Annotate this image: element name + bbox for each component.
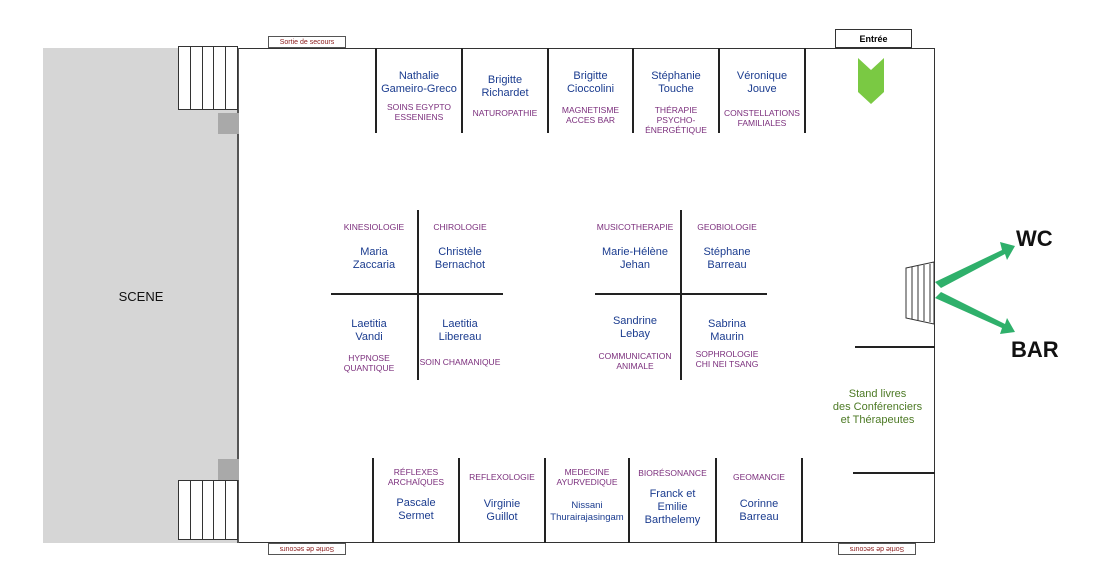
booth-divider: [375, 48, 377, 133]
stage: [43, 48, 239, 543]
therapy-label: NATUROPATHIE: [472, 108, 538, 118]
therapy-label: HYPNOSE QUANTIQUE: [343, 353, 395, 373]
emergency-exit-bottom-left: Sortie de secours: [268, 543, 346, 555]
wc-arrow-icon: [935, 242, 1015, 288]
booth-divider: [458, 458, 460, 543]
entry-label: Entrée: [835, 29, 912, 48]
booth-bottom-5: GEOMANCIE Corinne Barreau: [717, 472, 801, 524]
emergency-exit-bottom-right: Sortie de secours: [838, 543, 916, 555]
stage-label: SCENE: [118, 289, 164, 304]
therapy-label: BIORÉSONANCE: [638, 468, 707, 478]
therapy-label: SOPHROLOGIE CHI NEI TSANG: [695, 349, 759, 369]
booth-divider: [544, 458, 546, 543]
books-stand-label: Stand livres des Conférenciers et Thérapeu…: [832, 388, 923, 426]
booth-right-cross-4: Sabrina Maurin SOPHROLOGIE CHI NEI TSANG: [683, 318, 771, 369]
bar-label: BAR: [1011, 337, 1059, 362]
therapist-name: Nissani Thurairajasingam: [550, 500, 624, 523]
therapy-label: CONSTELLATIONS FAMILIALES: [724, 108, 800, 128]
booth-top-5: Véronique Jouve CONSTELLATIONS FAMILIALES: [720, 70, 804, 128]
bar-arrow-icon: [935, 292, 1015, 334]
wc-bar-arrows: [935, 242, 1015, 334]
therapist-name: Virginie Guillot: [483, 498, 521, 523]
therapist-name: Nathalie Gameiro-Greco: [381, 70, 457, 95]
booth-left-cross-4: Laetitia Libereau SOIN CHAMANIQUE: [419, 318, 501, 367]
entry-arrow-icon: [858, 58, 884, 104]
cross-divider-vertical: [417, 210, 419, 380]
booth-divider: [461, 48, 463, 133]
booth-divider: [804, 48, 806, 133]
books-stand-divider-bottom: [853, 472, 935, 474]
therapist-name: Brigitte Richardet: [481, 74, 529, 99]
booth-divider: [372, 458, 374, 543]
booth-bottom-3: MEDECINE AYURVEDIQUE Nissani Thurairajasin…: [546, 467, 628, 524]
stage-step-block-top: [218, 113, 239, 134]
therapy-label: COMMUNICATION ANIMALE: [598, 351, 672, 371]
books-stand-divider-top: [855, 346, 935, 348]
therapy-label: SOINS EGYPTO ESSENIENS: [386, 102, 452, 122]
therapist-name: Christèle Bernachot: [434, 246, 486, 271]
therapy-label: MEDECINE AYURVEDIQUE: [556, 467, 618, 487]
therapy-label: RÉFLEXES ARCHAÏQUES: [387, 467, 445, 487]
therapy-label: REFLEXOLOGIE: [469, 472, 535, 482]
emergency-exit-top: Sortie de secours: [268, 36, 346, 48]
booth-top-2: Brigitte Richardet NATUROPATHIE: [463, 74, 547, 118]
booth-divider: [801, 458, 803, 543]
therapy-label: MUSICOTHERAPIE: [596, 222, 674, 232]
therapy-label: GEOMANCIE: [733, 472, 785, 482]
therapist-name: Véronique Jouve: [736, 70, 788, 95]
stage-steps-top: [178, 46, 238, 110]
therapist-name: Stéphane Barreau: [703, 246, 751, 271]
therapist-name: Pascale Sermet: [396, 497, 436, 522]
booth-top-3: Brigitte Cioccolini MAGNETISME ACCES BAR: [549, 70, 632, 125]
therapist-name: Corinne Barreau: [739, 498, 779, 523]
booth-top-1: Nathalie Gameiro-Greco SOINS EGYPTO ESSENI…: [377, 70, 461, 122]
therapy-label: THÉRAPIE PSYCHO- ÉNERGÉTIQUE: [645, 105, 707, 135]
stage-step-block-bottom: [218, 459, 239, 480]
stage-steps-bottom: [178, 480, 238, 540]
booth-top-4: Stéphanie Touche THÉRAPIE PSYCHO- ÉNERGÉTIQ…: [634, 70, 718, 135]
booth-bottom-4: BIORÉSONANCE Franck et Emilie Barthelemy: [630, 468, 715, 527]
therapist-name: Laetitia Vandi: [351, 318, 387, 343]
therapist-name: Sabrina Maurin: [708, 318, 746, 343]
therapist-name: Franck et Emilie Barthelemy: [644, 488, 701, 526]
therapy-label: GEOBIOLOGIE: [697, 222, 757, 232]
booth-bottom-1: RÉFLEXES ARCHAÏQUES Pascale Sermet: [374, 467, 458, 523]
booth-right-cross-1: MUSICOTHERAPIE Marie-Hélène Jehan: [590, 222, 680, 272]
therapist-name: Marie-Hélène Jehan: [601, 246, 669, 271]
booth-right-cross-2: GEOBIOLOGIE Stéphane Barreau: [683, 222, 771, 272]
therapist-name: Sandrine Lebay: [612, 315, 658, 340]
booth-divider: [547, 48, 549, 133]
therapy-label: CHIROLOGIE: [433, 222, 487, 232]
wc-label: WC: [1016, 226, 1053, 251]
booth-left-cross-2: CHIROLOGIE Christèle Bernachot: [419, 222, 501, 272]
booth-left-cross-3: Laetitia Vandi HYPNOSE QUANTIQUE: [333, 318, 405, 373]
booth-left-cross-1: KINESIOLOGIE Maria Zaccaria: [333, 222, 415, 272]
side-stairs: [905, 261, 935, 325]
therapy-label: SOIN CHAMANIQUE: [419, 357, 501, 367]
booth-divider: [718, 48, 720, 133]
cross-divider-vertical: [680, 210, 682, 380]
therapist-name: Maria Zaccaria: [352, 246, 396, 271]
booth-bottom-2: REFLEXOLOGIE Virginie Guillot: [460, 472, 544, 524]
booth-divider: [628, 458, 630, 543]
therapist-name: Laetitia Libereau: [438, 318, 482, 343]
therapy-label: KINESIOLOGIE: [343, 222, 405, 232]
therapy-label: MAGNETISME ACCES BAR: [561, 105, 620, 125]
booth-divider: [632, 48, 634, 133]
therapist-name: Stéphanie Touche: [651, 70, 701, 95]
therapist-name: Brigitte Cioccolini: [566, 70, 615, 95]
booth-divider: [715, 458, 717, 543]
booth-right-cross-3: Sandrine Lebay COMMUNICATION ANIMALE: [590, 315, 680, 371]
